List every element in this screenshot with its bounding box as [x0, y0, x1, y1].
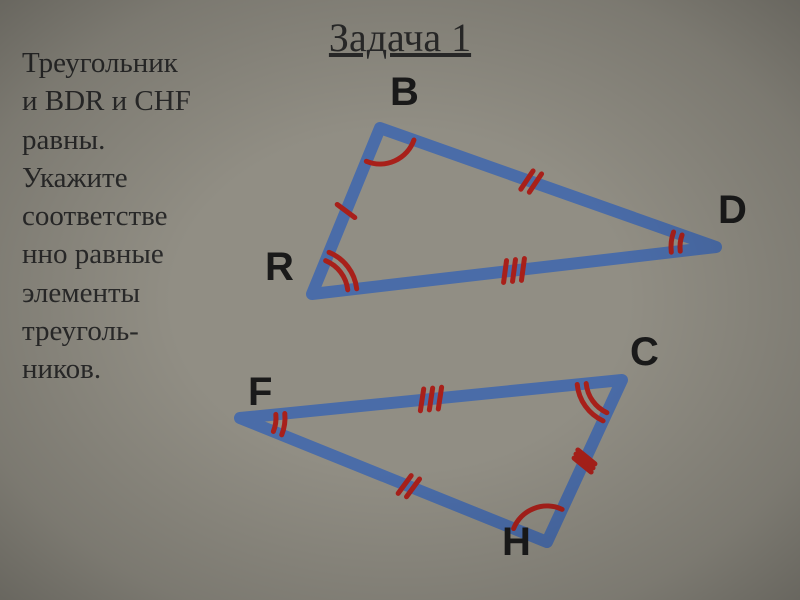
vertex-label-R: R	[265, 245, 294, 290]
vertex-label-B: B	[390, 70, 419, 115]
vertex-label-C: C	[630, 330, 659, 375]
vertex-label-D: D	[718, 188, 747, 233]
vertex-label-F: F	[248, 370, 272, 415]
vertex-label-H: H	[502, 520, 531, 565]
